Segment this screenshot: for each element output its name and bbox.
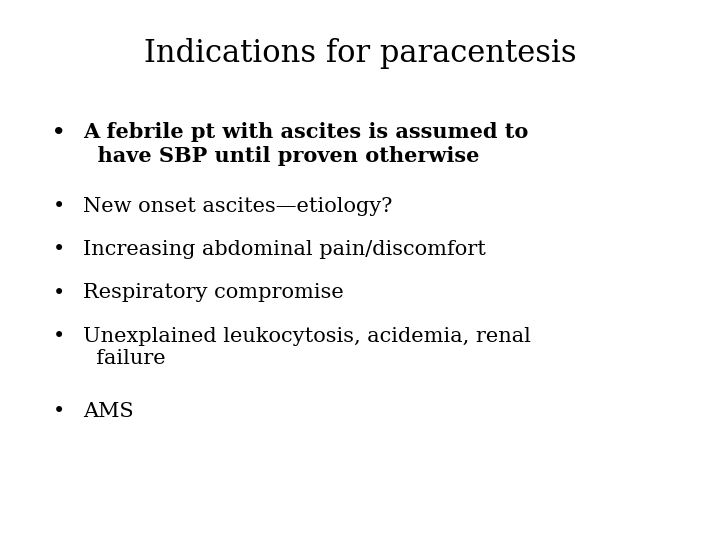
Text: Unexplained leukocytosis, acidemia, renal
  failure: Unexplained leukocytosis, acidemia, rena… xyxy=(83,327,531,368)
Text: •: • xyxy=(53,240,66,259)
Text: Increasing abdominal pain/discomfort: Increasing abdominal pain/discomfort xyxy=(83,240,486,259)
Text: A febrile pt with ascites is assumed to
  have SBP until proven otherwise: A febrile pt with ascites is assumed to … xyxy=(83,122,528,165)
Text: •: • xyxy=(53,402,66,421)
Text: •: • xyxy=(53,327,66,346)
Text: Indications for paracentesis: Indications for paracentesis xyxy=(144,38,576,69)
Text: New onset ascites—etiology?: New onset ascites—etiology? xyxy=(83,197,392,216)
Text: •: • xyxy=(53,122,66,141)
Text: Respiratory compromise: Respiratory compromise xyxy=(83,284,343,302)
Text: •: • xyxy=(53,197,66,216)
Text: AMS: AMS xyxy=(83,402,133,421)
Text: •: • xyxy=(53,284,66,302)
